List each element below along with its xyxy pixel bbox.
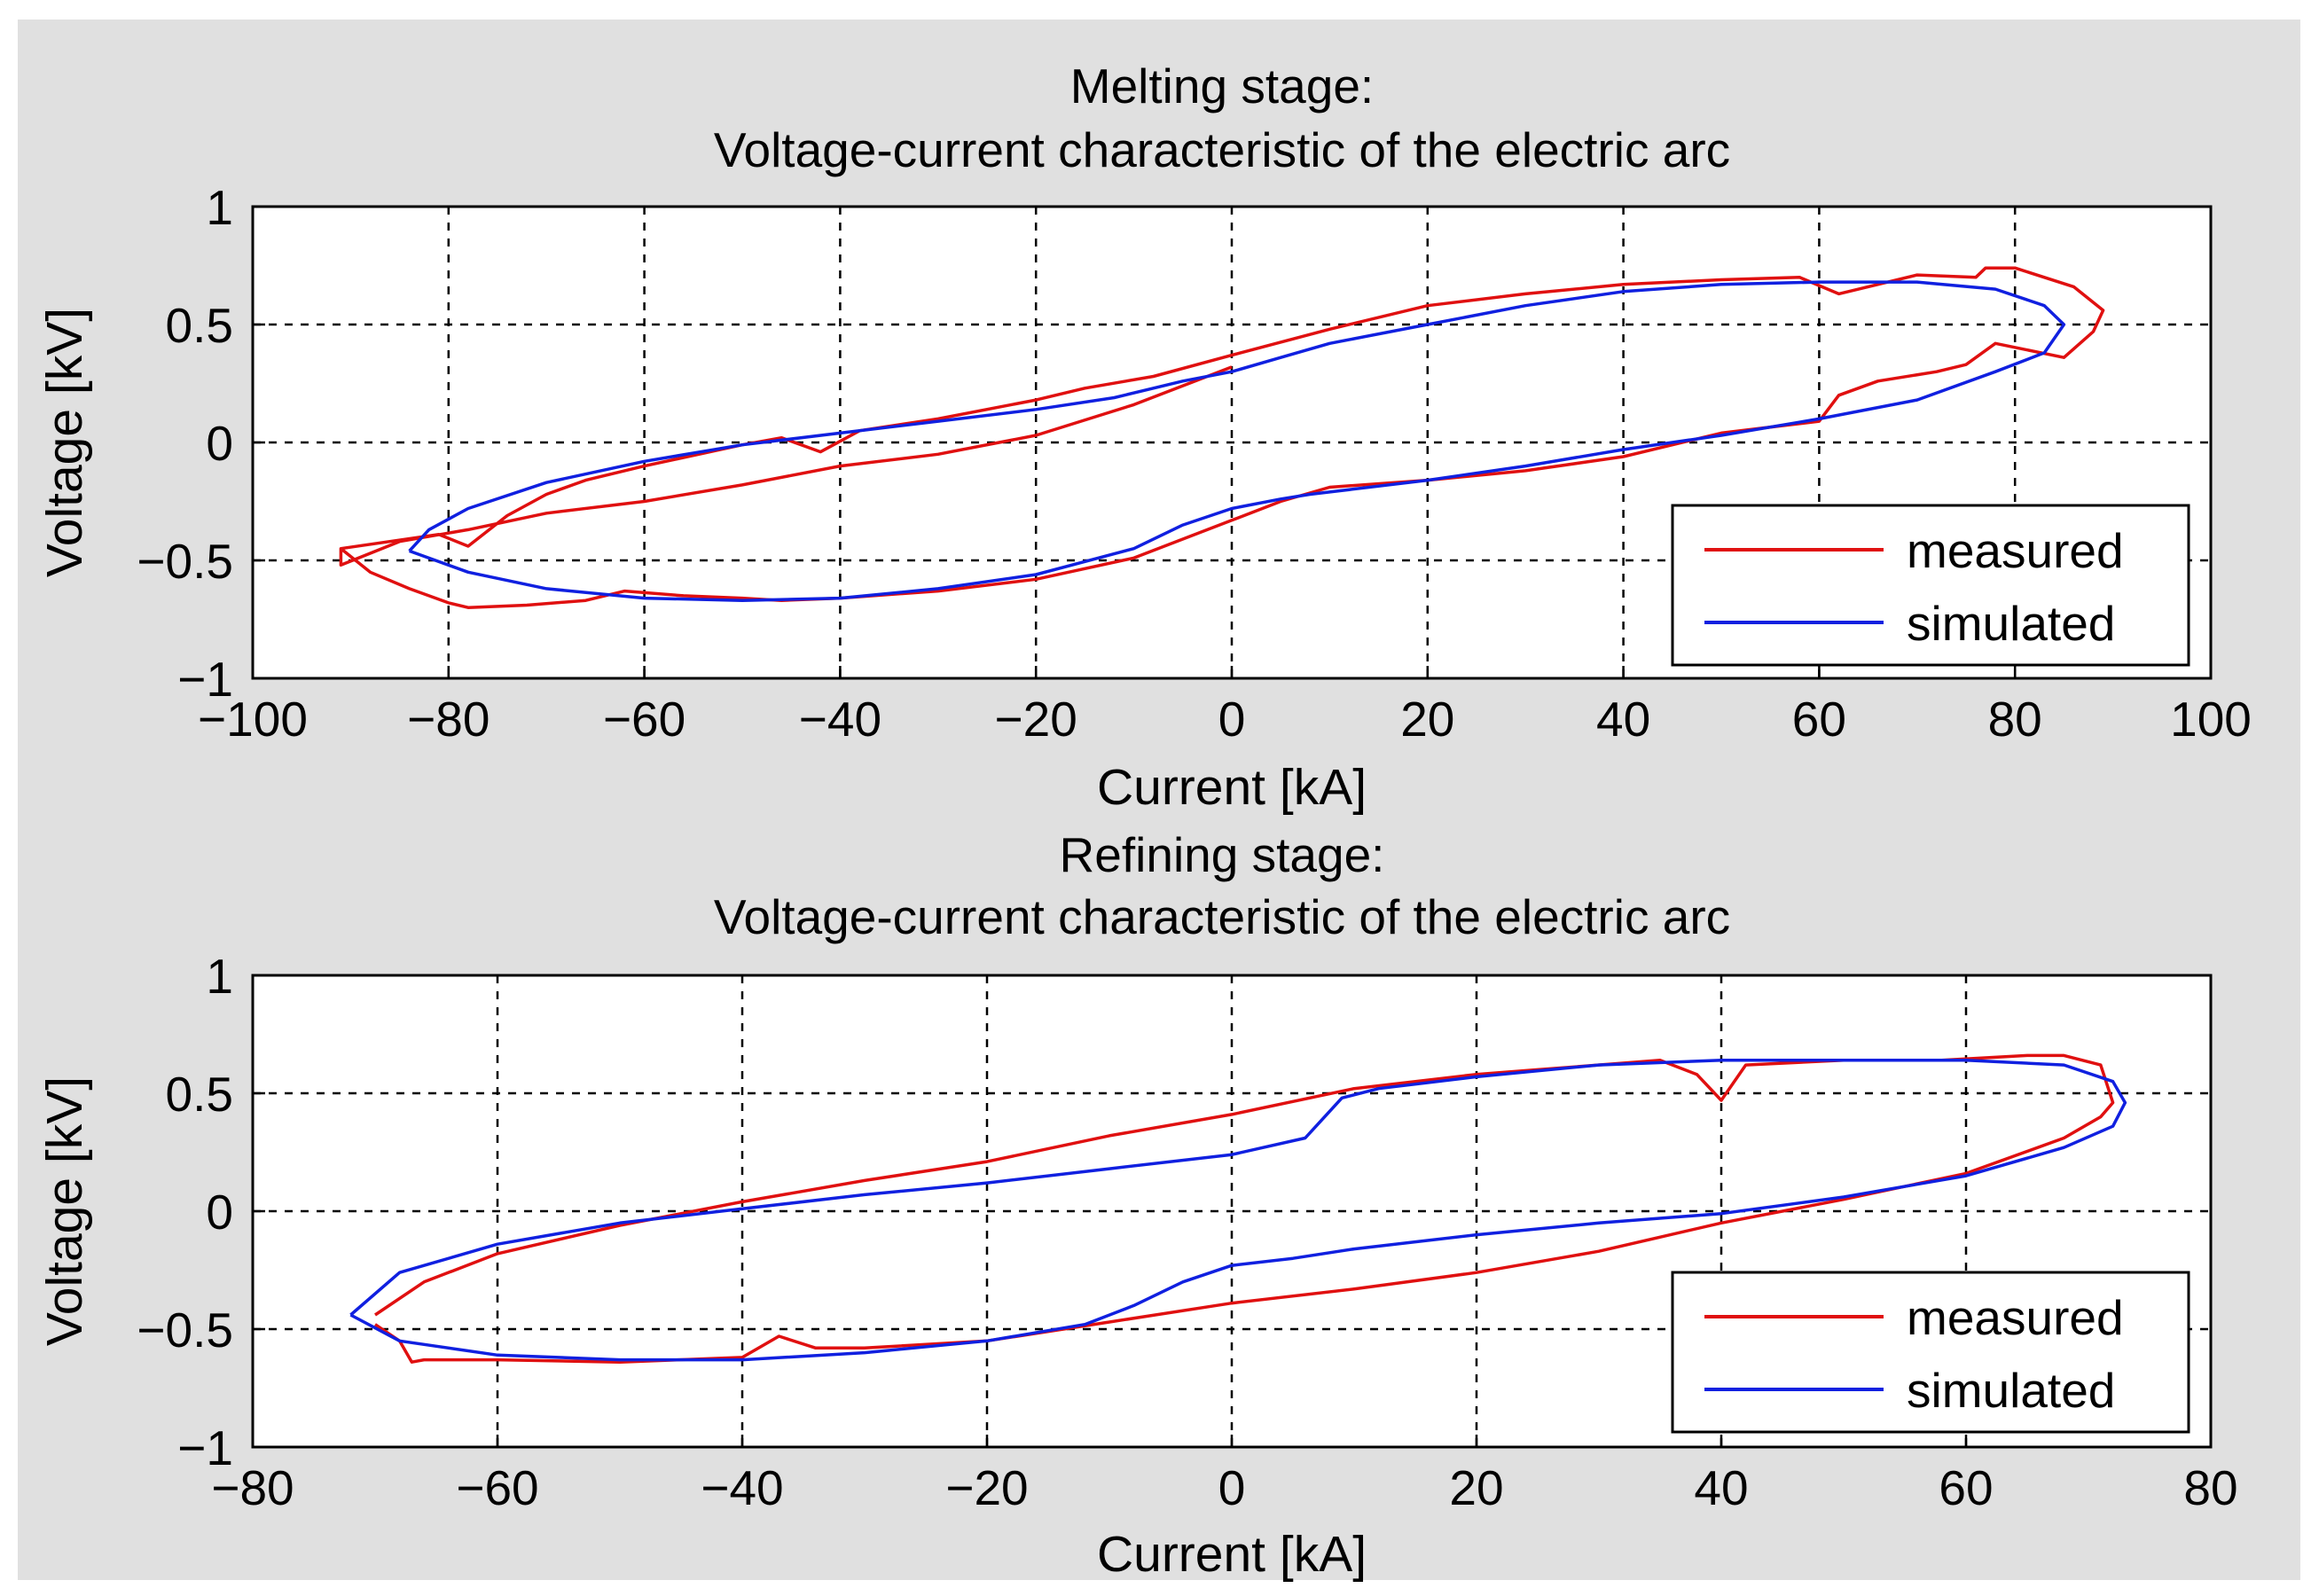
x-tick-label: 80 (2183, 1460, 2237, 1515)
y-tick-label: 0.5 (166, 298, 233, 353)
x-tick-labels: −80 −60 −40 −20 0 20 40 60 80 (211, 1460, 2237, 1515)
subplot-refining: Refining stage: Voltage-current characte… (36, 827, 2238, 1583)
x-tick-label: −60 (456, 1460, 538, 1515)
x-tick-label: 20 (1449, 1460, 1503, 1515)
legend-box (1671, 1271, 2190, 1434)
series-simulated-line (349, 1059, 2127, 1362)
plot-area (339, 266, 2105, 609)
series-measured-line (339, 266, 2105, 609)
x-axis-label: Current [kA] (1097, 1526, 1367, 1583)
x-tick-label: −100 (198, 692, 308, 747)
series-simulated-line (408, 280, 2066, 602)
x-tick-label: 60 (1939, 1460, 1993, 1515)
x-tick-label: −60 (603, 692, 685, 747)
legend: measured simulated (1671, 1271, 2190, 1434)
y-tick-label: −1 (177, 652, 233, 707)
series-measured-line (374, 1053, 2115, 1364)
x-tick-label: 100 (2170, 692, 2252, 747)
x-tick-label: 20 (1400, 692, 1454, 747)
y-axis-label: Voltage [kV] (36, 1076, 93, 1346)
chart-title-line2: Voltage-current characteristic of the el… (714, 889, 1730, 944)
y-tick-label: 0 (206, 1185, 233, 1240)
subplot-melting: Melting stage: Voltage-current character… (36, 59, 2252, 816)
chart-title-line1: Melting stage: (1070, 59, 1374, 113)
x-tick-label: 80 (1988, 692, 2042, 747)
x-tick-label: 0 (1218, 692, 1246, 747)
x-tick-label: 0 (1218, 1460, 1246, 1515)
x-tick-label: −80 (211, 1460, 294, 1515)
x-tick-label: 60 (1792, 692, 1846, 747)
x-tick-label: −40 (701, 1460, 783, 1515)
y-tick-labels: −1 −0.5 0 0.5 1 (137, 949, 233, 1475)
x-tick-label: −20 (995, 692, 1077, 747)
x-tick-label: −20 (945, 1460, 1028, 1515)
y-tick-label: 1 (206, 180, 233, 235)
legend-simulated-label: simulated (1907, 596, 2115, 651)
legend-simulated-label: simulated (1907, 1363, 2115, 1418)
y-tick-label: −1 (177, 1420, 233, 1475)
y-tick-label: 0 (206, 416, 233, 471)
chart-title-line1: Refining stage: (1060, 827, 1385, 882)
legend-measured-label: measured (1907, 1290, 2124, 1345)
y-tick-label: −0.5 (137, 1303, 233, 1357)
axes-box (251, 974, 2213, 1449)
x-tick-label: 40 (1694, 1460, 1748, 1515)
plot-area (349, 1053, 2127, 1364)
axes-box (251, 205, 2213, 680)
chart-title-line2: Voltage-current characteristic of the el… (714, 122, 1730, 177)
y-tick-label: 1 (206, 949, 233, 1004)
legend-measured-label: measured (1907, 523, 2124, 578)
y-axis-label: Voltage [kV] (36, 308, 93, 577)
x-axis-label: Current [kA] (1097, 759, 1367, 816)
x-tick-labels: −100 −80 −60 −40 −20 0 20 40 60 80 100 (198, 692, 2252, 747)
x-tick-label: −80 (407, 692, 490, 747)
x-tick-label: −40 (799, 692, 881, 747)
legend: measured simulated (1671, 504, 2190, 667)
y-tick-label: −0.5 (137, 534, 233, 589)
y-tick-label: 0.5 (166, 1067, 233, 1122)
x-tick-label: 40 (1596, 692, 1650, 747)
y-tick-labels: −1 −0.5 0 0.5 1 (137, 180, 233, 707)
legend-box (1671, 504, 2190, 667)
